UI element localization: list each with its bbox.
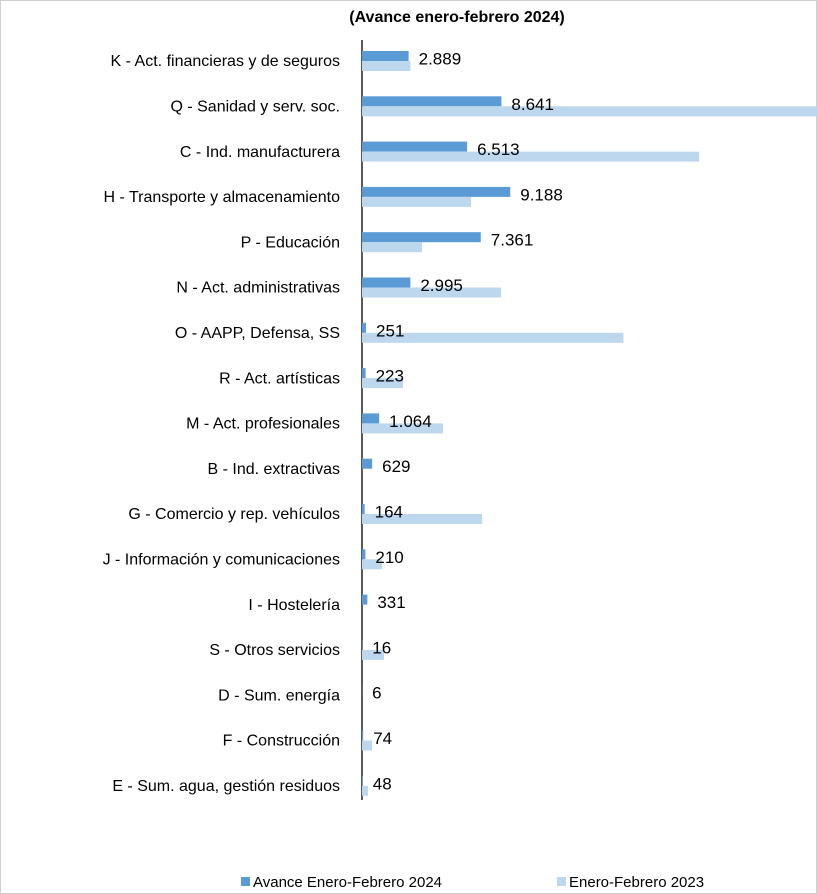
bar <box>362 504 365 514</box>
data-label: 74 <box>373 729 392 748</box>
data-label: 9.188 <box>520 185 563 204</box>
bar <box>362 322 367 333</box>
bar <box>362 61 411 71</box>
bar <box>362 186 511 197</box>
y-tick-label: J - Información y comunicaciones <box>103 552 340 569</box>
data-label: 164 <box>375 502 403 521</box>
y-tick-label: G - Comercio y rep. vehículos <box>128 506 340 523</box>
bar <box>362 594 368 605</box>
data-label: 6.513 <box>477 140 520 159</box>
y-tick-label: P - Educación <box>241 234 340 251</box>
legend-swatch <box>557 877 566 886</box>
bar <box>362 151 700 162</box>
bar <box>362 785 368 796</box>
data-label: 331 <box>377 593 405 612</box>
bar <box>362 649 384 660</box>
data-label: 2.889 <box>419 49 462 68</box>
bar <box>362 559 383 570</box>
bar <box>362 549 366 560</box>
data-label: 2.995 <box>420 276 463 295</box>
bar <box>362 775 363 786</box>
y-tick-label: Q - Sanidad y serv. soc. <box>170 99 340 116</box>
legend-swatch <box>241 877 250 886</box>
bar <box>362 287 502 298</box>
data-label: 7.361 <box>491 231 534 250</box>
legend-label: Enero-Febrero 2023 <box>569 874 704 891</box>
y-tick-label: H - Transporte y almacenamiento <box>103 189 340 206</box>
data-label: 210 <box>375 548 403 567</box>
y-tick-label: R - Act. artísticas <box>219 370 340 387</box>
y-tick-label: B - Ind. extractivas <box>208 461 341 478</box>
y-tick-label: O - AAPP, Defensa, SS <box>175 325 340 342</box>
y-tick-label: C - Ind. manufacturera <box>180 144 340 161</box>
data-label: 251 <box>376 321 404 340</box>
y-tick-label: S - Otros servicios <box>209 642 340 659</box>
bar <box>362 242 423 253</box>
bar <box>362 232 481 243</box>
bar <box>362 332 624 343</box>
bar <box>362 730 364 741</box>
data-label: 223 <box>376 367 404 386</box>
data-label: 629 <box>382 457 410 476</box>
bar <box>362 423 443 434</box>
data-label: 1.064 <box>389 412 432 431</box>
data-label: 16 <box>372 638 391 657</box>
y-tick-label: F - Construcción <box>223 733 340 750</box>
y-tick-label: K - Act. financieras y de seguros <box>111 53 340 70</box>
bar <box>362 96 502 107</box>
bar <box>362 514 483 524</box>
y-tick-label: I - Hostelería <box>248 597 340 614</box>
bar <box>362 277 411 288</box>
bar <box>362 196 472 207</box>
legend-label: Avance Enero-Febrero 2024 <box>253 874 442 891</box>
bar <box>362 51 409 61</box>
bar <box>362 740 373 751</box>
bar <box>362 378 403 389</box>
bar <box>362 368 366 379</box>
bar <box>362 106 817 117</box>
bar <box>362 141 468 152</box>
y-tick-label: D - Sum. energía <box>218 687 340 704</box>
y-tick-label: N - Act. administrativas <box>176 280 340 297</box>
data-label: 48 <box>373 774 392 793</box>
data-label: 8.641 <box>511 95 554 114</box>
y-tick-label: E - Sum. agua, gestión residuos <box>112 778 340 795</box>
y-tick-label: M - Act. profesionales <box>186 416 340 433</box>
data-label: 6 <box>372 684 381 703</box>
chart-title: (Avance enero-febrero 2024) <box>349 9 565 26</box>
bar <box>362 413 380 424</box>
bar <box>362 458 373 469</box>
